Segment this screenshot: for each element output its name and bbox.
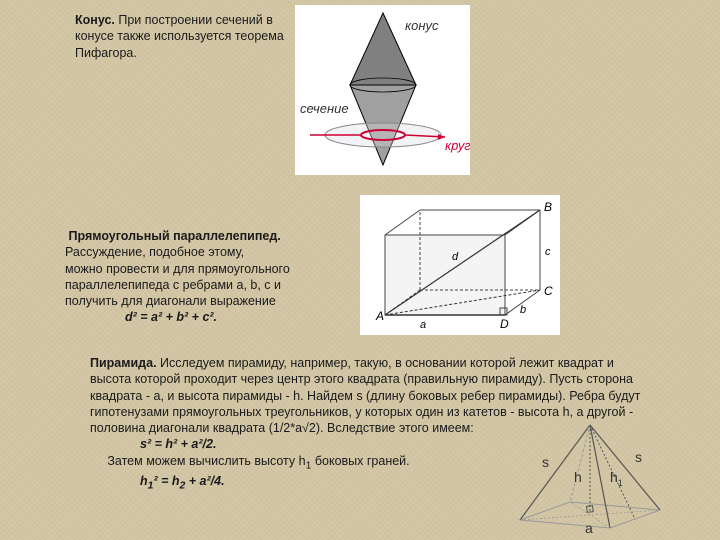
- label-circle: круг: [445, 138, 470, 153]
- label-h1b: 1: [618, 478, 623, 488]
- label-b: b: [520, 304, 526, 316]
- label-a: a: [420, 319, 426, 331]
- label-base-a: a: [585, 520, 593, 535]
- label-section: сечение: [300, 101, 349, 116]
- svg-text:h1: h1: [610, 469, 623, 488]
- cuboid-figure: A B C D a b c d: [360, 195, 560, 335]
- cuboid-l3: получить для диагонали выражение: [65, 294, 276, 308]
- cuboid-title: Прямоугольный параллелепипед.: [68, 229, 280, 243]
- pyramid-mid2: боковых граней.: [311, 454, 409, 468]
- pyramid-title: Пирамида.: [90, 356, 157, 370]
- label-konus: конус: [405, 18, 439, 33]
- label-C: C: [544, 284, 553, 298]
- label-s2: s: [635, 449, 642, 465]
- label-h1a: h: [610, 469, 618, 485]
- cone-figure: конус сечение круг: [295, 5, 470, 175]
- cuboid-l1: можно провести и для прямоугольного: [65, 262, 290, 276]
- cone-title: Конус.: [75, 13, 115, 27]
- cone-text: Конус. При построении сечений в конусе т…: [75, 12, 295, 61]
- cuboid-text: Прямоугольный параллелепипед. Рассуждени…: [65, 228, 365, 326]
- cuboid-l0: Рассуждение, подобное этому,: [65, 245, 244, 259]
- label-c: c: [545, 246, 551, 258]
- label-h: h: [574, 469, 582, 485]
- label-D: D: [500, 317, 509, 331]
- label-A: A: [375, 309, 384, 323]
- cuboid-l2: параллелепипеда с ребрами a, b, c и: [65, 278, 281, 292]
- pyramid-figure: s s h h1 a: [490, 420, 690, 535]
- pyramid-mid: Затем можем вычислить высоту h: [90, 454, 306, 468]
- label-s1: s: [542, 454, 549, 470]
- pyramid-formula2: h1² = h2 + a²/4.: [140, 474, 225, 488]
- cuboid-formula: d² = a² + b² + c².: [125, 310, 217, 324]
- label-B: B: [544, 200, 552, 214]
- label-d: d: [452, 251, 459, 263]
- pyramid-formula1: s² = h² + a²/2.: [140, 437, 216, 451]
